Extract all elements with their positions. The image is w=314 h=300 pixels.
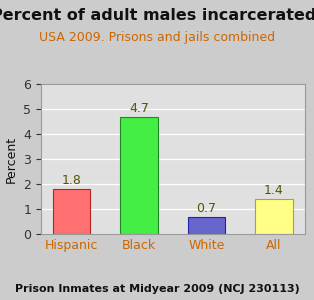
- Text: Prison Inmates at Midyear 2009 (NCJ 230113): Prison Inmates at Midyear 2009 (NCJ 2301…: [15, 284, 299, 294]
- Text: 1.8: 1.8: [62, 175, 81, 188]
- Text: 4.7: 4.7: [129, 102, 149, 115]
- Text: 0.7: 0.7: [197, 202, 216, 215]
- Text: Percent of adult males incarcerated.: Percent of adult males incarcerated.: [0, 8, 314, 22]
- Bar: [256, 199, 293, 234]
- Bar: [188, 217, 225, 234]
- Y-axis label: Percent: Percent: [4, 135, 18, 183]
- Text: USA 2009. Prisons and jails combined: USA 2009. Prisons and jails combined: [39, 32, 275, 44]
- Bar: [120, 116, 158, 234]
- Bar: [53, 189, 90, 234]
- Text: 1.4: 1.4: [264, 184, 284, 197]
